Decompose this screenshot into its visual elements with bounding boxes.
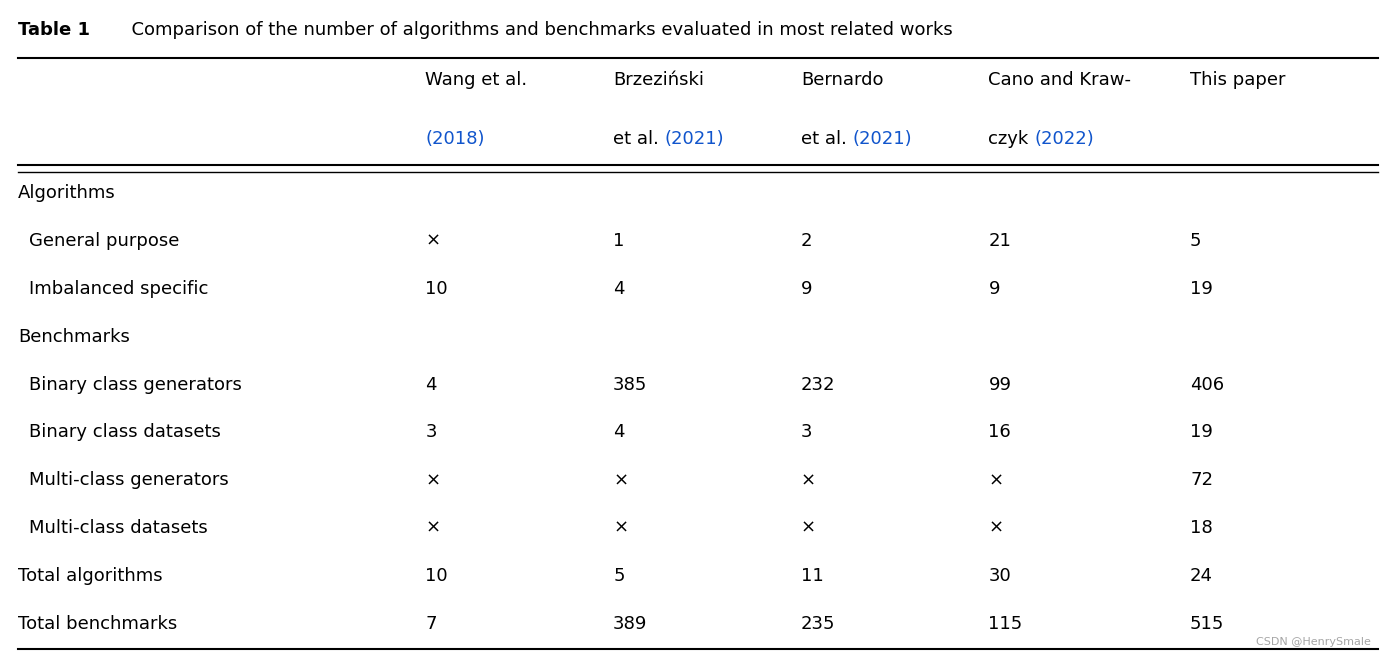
Text: 5: 5 (613, 567, 624, 585)
Text: 1: 1 (613, 232, 624, 250)
Text: 99: 99 (989, 376, 1011, 393)
Text: CSDN @HenrySmale: CSDN @HenrySmale (1256, 637, 1371, 647)
Text: et al.: et al. (801, 130, 853, 148)
Text: Multi-class generators: Multi-class generators (29, 471, 228, 489)
Text: Brzeziński: Brzeziński (613, 71, 703, 89)
Text: Binary class datasets: Binary class datasets (29, 423, 221, 442)
Text: ×: × (425, 471, 440, 489)
Text: Multi-class datasets: Multi-class datasets (29, 519, 208, 537)
Text: Bernardo: Bernardo (801, 71, 883, 89)
Text: Cano and Kraw-: Cano and Kraw- (989, 71, 1131, 89)
Text: ×: × (989, 471, 1003, 489)
Text: 406: 406 (1190, 376, 1224, 393)
Text: ×: × (801, 471, 816, 489)
Text: (2022): (2022) (1035, 130, 1094, 148)
Text: 21: 21 (989, 232, 1011, 250)
Text: 10: 10 (425, 280, 449, 298)
Text: 4: 4 (425, 376, 437, 393)
Text: ×: × (989, 519, 1003, 537)
Text: 30: 30 (989, 567, 1011, 585)
Text: 7: 7 (425, 615, 437, 633)
Text: Total benchmarks: Total benchmarks (18, 615, 177, 633)
Text: 5: 5 (1190, 232, 1202, 250)
Text: ×: × (425, 519, 440, 537)
Text: 115: 115 (989, 615, 1022, 633)
Text: 235: 235 (801, 615, 836, 633)
Text: 19: 19 (1190, 280, 1213, 298)
Text: czyk: czyk (989, 130, 1035, 148)
Text: Table 1: Table 1 (18, 21, 91, 39)
Text: 3: 3 (425, 423, 437, 442)
Text: 11: 11 (801, 567, 823, 585)
Text: Imbalanced specific: Imbalanced specific (29, 280, 209, 298)
Text: Algorithms: Algorithms (18, 184, 116, 202)
Text: Comparison of the number of algorithms and benchmarks evaluated in most related : Comparison of the number of algorithms a… (120, 21, 953, 39)
Text: ×: × (613, 471, 628, 489)
Text: 10: 10 (425, 567, 449, 585)
Text: 4: 4 (613, 280, 624, 298)
Text: Total algorithms: Total algorithms (18, 567, 163, 585)
Text: 515: 515 (1190, 615, 1224, 633)
Text: Wang et al.: Wang et al. (425, 71, 528, 89)
Text: 4: 4 (613, 423, 624, 442)
Text: 385: 385 (613, 376, 648, 393)
Text: 389: 389 (613, 615, 648, 633)
Text: 9: 9 (989, 280, 1000, 298)
Text: 24: 24 (1190, 567, 1213, 585)
Text: Binary class generators: Binary class generators (29, 376, 242, 393)
Text: ×: × (613, 519, 628, 537)
Text: 3: 3 (801, 423, 812, 442)
Text: (2021): (2021) (853, 130, 912, 148)
Text: Benchmarks: Benchmarks (18, 328, 130, 345)
Text: 19: 19 (1190, 423, 1213, 442)
Text: 72: 72 (1190, 471, 1213, 489)
Text: 2: 2 (801, 232, 812, 250)
Text: et al.: et al. (613, 130, 664, 148)
Text: 232: 232 (801, 376, 836, 393)
Text: 16: 16 (989, 423, 1011, 442)
Text: 9: 9 (801, 280, 812, 298)
Text: (2021): (2021) (664, 130, 724, 148)
Text: ×: × (425, 232, 440, 250)
Text: 18: 18 (1190, 519, 1213, 537)
Text: (2018): (2018) (425, 130, 485, 148)
Text: This paper: This paper (1190, 71, 1286, 89)
Text: ×: × (801, 519, 816, 537)
Text: General purpose: General purpose (29, 232, 180, 250)
